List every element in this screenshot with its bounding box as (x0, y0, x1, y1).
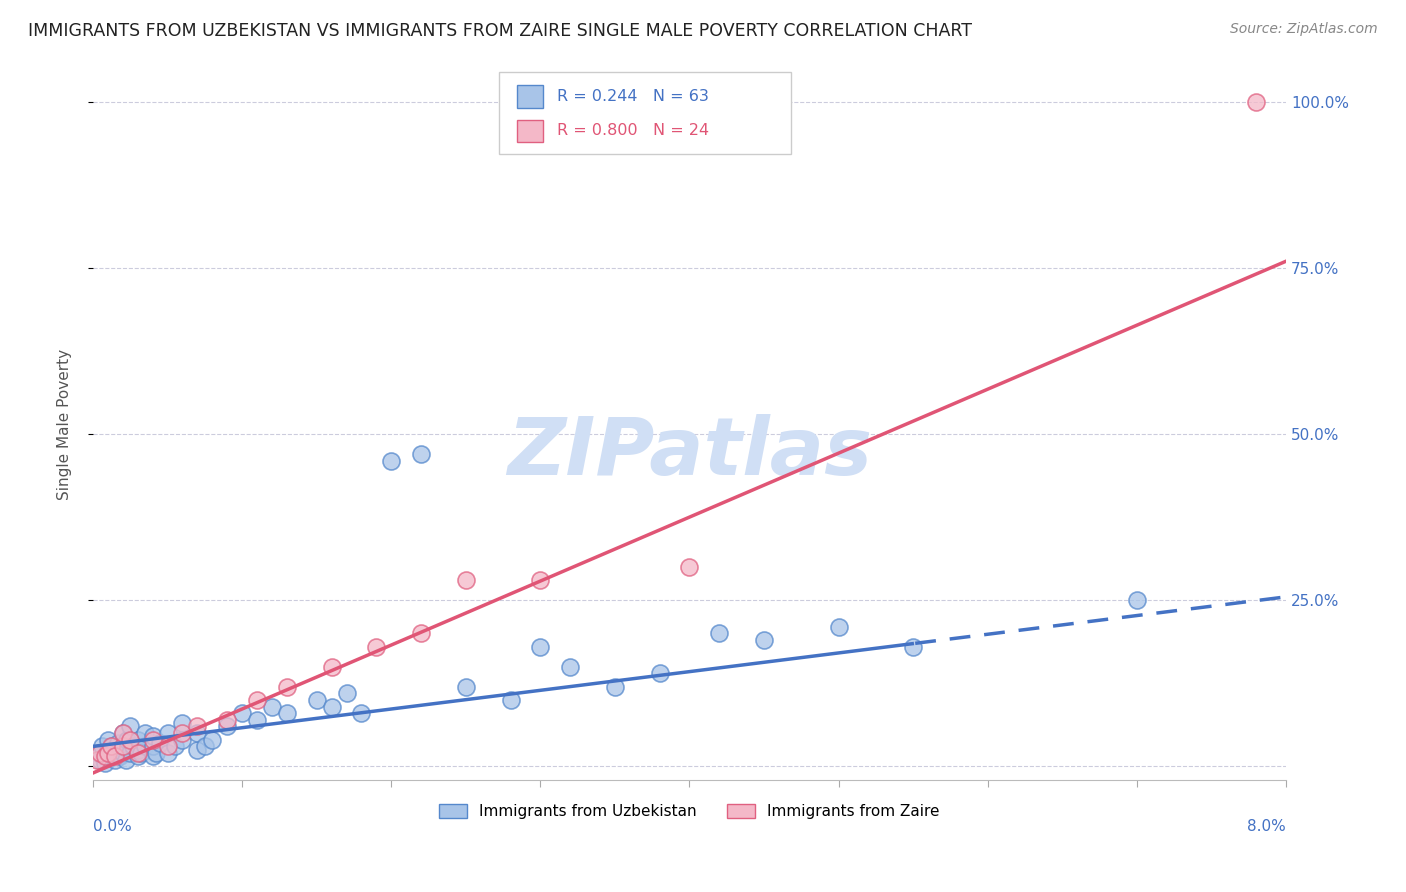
Point (122, 739, 145, 754)
Point (86, 746, 108, 760)
Point (149, 736, 172, 750)
Point (276, 706, 298, 721)
Point (111, 726, 134, 740)
Point (499, 693, 522, 707)
Point (560, 659, 582, 673)
Point (194, 739, 217, 754)
Point (172, 716, 194, 731)
Point (163, 739, 186, 754)
Point (260, 699, 283, 714)
Point (127, 746, 149, 760)
Text: R = 0.800   N = 24: R = 0.800 N = 24 (557, 123, 709, 138)
Text: Source: ZipAtlas.com: Source: ZipAtlas.com (1230, 22, 1378, 37)
Point (107, 736, 129, 750)
Text: R = 0.244   N = 63: R = 0.244 N = 63 (557, 89, 709, 104)
Point (409, 626, 432, 640)
Point (101, 739, 124, 754)
Point (120, 719, 142, 733)
Point (89, 746, 111, 760)
Point (104, 749, 127, 764)
Point (231, 706, 253, 721)
Point (454, 680, 477, 694)
Point (100, 739, 122, 754)
Point (186, 719, 208, 733)
Point (104, 753, 127, 767)
Bar (516, 85, 543, 108)
Point (134, 726, 156, 740)
Point (217, 713, 239, 727)
Point (91, 739, 114, 754)
Point (89, 753, 111, 767)
Point (117, 732, 139, 747)
Y-axis label: Single Male Poverty: Single Male Poverty (58, 349, 72, 500)
Point (752, 633, 775, 648)
Point (529, 574, 551, 588)
Point (86, 753, 108, 767)
FancyBboxPatch shape (499, 72, 792, 153)
Point (172, 726, 194, 740)
Point (246, 693, 269, 707)
Point (186, 726, 208, 740)
Point (603, 680, 626, 694)
Point (142, 730, 165, 744)
Text: IMMIGRANTS FROM UZBEKISTAN VS IMMIGRANTS FROM ZAIRE SINGLE MALE POVERTY CORRELAT: IMMIGRANTS FROM UZBEKISTAN VS IMMIGRANTS… (28, 22, 972, 40)
Point (186, 742, 208, 756)
Point (94, 749, 117, 764)
Point (120, 732, 142, 747)
Point (201, 732, 224, 747)
Point (409, 447, 432, 461)
Point (454, 574, 477, 588)
Point (105, 746, 128, 760)
Point (94, 756, 117, 770)
Point (97, 749, 120, 764)
Point (111, 726, 134, 740)
Point (276, 680, 298, 694)
Point (901, 640, 924, 654)
Point (127, 742, 149, 756)
Point (127, 749, 149, 764)
Point (142, 749, 165, 764)
Point (172, 732, 194, 747)
Point (97, 732, 120, 747)
Point (100, 746, 122, 760)
Point (108, 749, 131, 764)
Point (134, 739, 156, 754)
Point (529, 640, 551, 654)
Point (1244, 95, 1267, 109)
Point (156, 726, 179, 740)
Point (114, 753, 136, 767)
Point (678, 560, 700, 574)
Point (827, 620, 849, 634)
Point (350, 706, 373, 721)
Bar (516, 120, 543, 142)
Point (156, 746, 179, 760)
Point (648, 666, 671, 681)
Point (111, 739, 134, 754)
Point (246, 713, 269, 727)
Point (97, 742, 120, 756)
Point (366, 640, 388, 654)
Point (111, 746, 134, 760)
Point (120, 746, 142, 760)
Legend: Immigrants from Uzbekistan, Immigrants from Zaire: Immigrants from Uzbekistan, Immigrants f… (433, 798, 946, 825)
Point (129, 746, 152, 760)
Text: 8.0%: 8.0% (1247, 819, 1286, 834)
Point (142, 739, 165, 754)
Point (709, 626, 731, 640)
Point (97, 746, 120, 760)
Text: 0.0%: 0.0% (93, 819, 132, 834)
Point (305, 693, 328, 707)
Point (111, 739, 134, 754)
Point (145, 746, 167, 760)
Point (127, 732, 149, 747)
Text: ZIPatlas: ZIPatlas (508, 414, 872, 491)
Point (142, 732, 165, 747)
Point (217, 719, 239, 733)
Point (321, 699, 343, 714)
Point (156, 739, 179, 754)
Point (380, 453, 402, 467)
Point (321, 659, 343, 673)
Point (1126, 593, 1149, 607)
Point (335, 686, 357, 700)
